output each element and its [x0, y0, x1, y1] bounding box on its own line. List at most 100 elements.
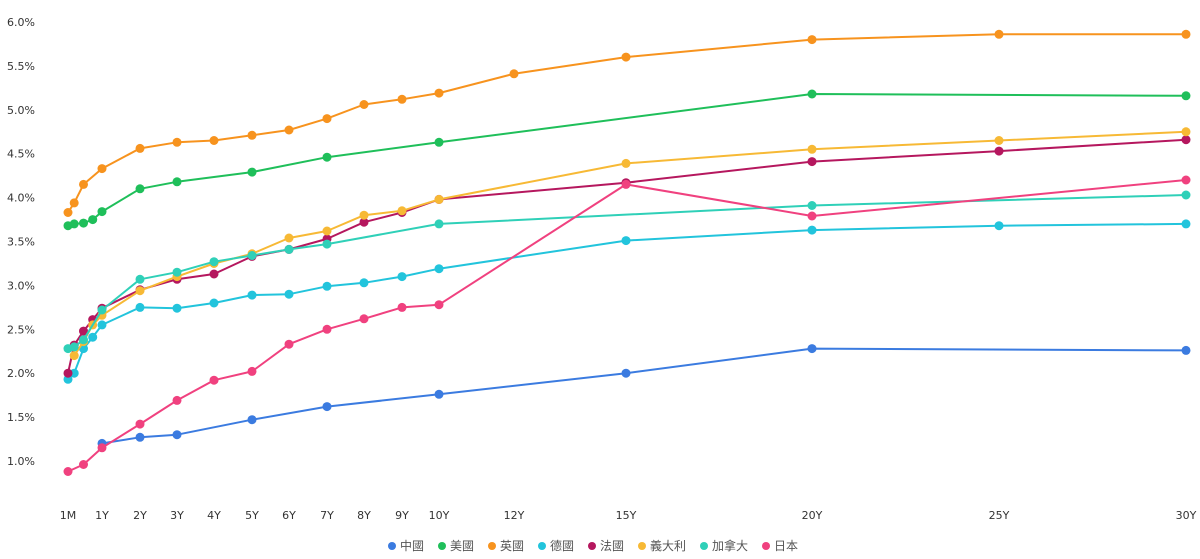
data-point[interactable] [79, 326, 88, 336]
data-point[interactable] [322, 402, 332, 412]
data-point[interactable] [807, 211, 817, 221]
data-point[interactable] [97, 320, 107, 330]
data-point[interactable] [172, 303, 182, 313]
data-point[interactable] [1181, 91, 1191, 101]
data-point[interactable] [322, 281, 332, 291]
data-point[interactable] [209, 257, 219, 267]
legend-item[interactable]: 義大利 [638, 538, 686, 553]
data-point[interactable] [284, 244, 294, 254]
data-point[interactable] [621, 236, 631, 246]
legend-item[interactable]: 加拿大 [700, 538, 748, 553]
data-point[interactable] [247, 290, 257, 300]
data-point[interactable] [434, 194, 444, 204]
data-point[interactable] [135, 286, 145, 296]
data-point[interactable] [994, 136, 1004, 145]
data-point[interactable] [322, 324, 332, 334]
data-point[interactable] [807, 201, 817, 210]
data-point[interactable] [63, 368, 73, 378]
legend-item[interactable]: 德國 [538, 538, 574, 553]
data-point[interactable] [1181, 219, 1191, 229]
data-point[interactable] [209, 136, 219, 145]
data-point[interactable] [434, 88, 444, 98]
legend-item[interactable]: 法國 [588, 539, 624, 553]
data-point[interactable] [807, 157, 817, 167]
data-point[interactable] [359, 100, 369, 109]
data-point[interactable] [135, 143, 145, 153]
data-point[interactable] [135, 432, 145, 442]
data-point[interactable] [135, 184, 145, 194]
data-point[interactable] [621, 179, 631, 189]
data-point[interactable] [69, 368, 79, 378]
data-point[interactable] [322, 239, 332, 249]
data-point[interactable] [209, 375, 219, 385]
data-point[interactable] [247, 366, 257, 376]
data-point[interactable] [172, 395, 182, 405]
data-point[interactable] [621, 52, 631, 62]
data-point[interactable] [284, 125, 294, 135]
data-point[interactable] [69, 198, 79, 208]
data-point[interactable] [1181, 175, 1191, 185]
data-point[interactable] [79, 218, 88, 228]
data-point[interactable] [994, 146, 1004, 156]
data-point[interactable] [69, 219, 79, 229]
data-point[interactable] [97, 443, 107, 453]
data-point[interactable] [621, 158, 631, 168]
data-point[interactable] [247, 167, 257, 177]
data-point[interactable] [172, 267, 182, 277]
data-point[interactable] [172, 137, 182, 147]
data-point[interactable] [397, 206, 407, 216]
data-point[interactable] [359, 210, 369, 220]
data-point[interactable] [1181, 345, 1191, 355]
data-point[interactable] [209, 269, 219, 279]
legend-item[interactable]: 美國 [438, 539, 474, 553]
data-point[interactable] [172, 177, 182, 187]
data-point[interactable] [434, 219, 444, 229]
legend-item[interactable]: 日本 [762, 539, 798, 553]
data-point[interactable] [994, 29, 1004, 39]
data-point[interactable] [322, 114, 332, 124]
data-point[interactable] [284, 339, 294, 349]
data-point[interactable] [63, 208, 73, 217]
data-point[interactable] [434, 264, 444, 274]
data-point[interactable] [1181, 190, 1191, 200]
data-point[interactable] [135, 274, 145, 284]
data-point[interactable] [509, 69, 519, 79]
data-point[interactable] [209, 298, 219, 308]
data-point[interactable] [247, 415, 257, 425]
data-point[interactable] [397, 302, 407, 312]
data-point[interactable] [97, 207, 107, 217]
data-point[interactable] [79, 335, 88, 345]
data-point[interactable] [359, 217, 369, 227]
legend-item[interactable]: 英國 [488, 539, 524, 553]
data-point[interactable] [1181, 29, 1191, 39]
data-point[interactable] [69, 351, 79, 361]
data-point[interactable] [1181, 127, 1191, 137]
data-point[interactable] [359, 278, 369, 288]
data-point[interactable] [79, 179, 88, 189]
data-point[interactable] [97, 305, 107, 315]
data-point[interactable] [63, 467, 73, 476]
data-point[interactable] [69, 342, 79, 352]
data-point[interactable] [621, 368, 631, 378]
data-point[interactable] [322, 226, 332, 236]
data-point[interactable] [434, 300, 444, 310]
legend-item[interactable]: 中國 [388, 538, 424, 553]
data-point[interactable] [434, 389, 444, 399]
data-point[interactable] [807, 35, 817, 45]
data-point[interactable] [88, 332, 98, 342]
data-point[interactable] [807, 344, 817, 354]
data-point[interactable] [135, 419, 145, 429]
data-point[interactable] [807, 89, 817, 99]
data-point[interactable] [434, 137, 444, 147]
data-point[interactable] [1181, 135, 1191, 145]
data-point[interactable] [88, 215, 98, 225]
data-point[interactable] [247, 130, 257, 140]
data-point[interactable] [322, 152, 332, 162]
data-point[interactable] [172, 430, 182, 440]
data-point[interactable] [807, 225, 817, 235]
data-point[interactable] [397, 94, 407, 104]
data-point[interactable] [97, 164, 107, 174]
data-point[interactable] [79, 460, 88, 469]
data-point[interactable] [284, 233, 294, 243]
data-point[interactable] [284, 289, 294, 299]
